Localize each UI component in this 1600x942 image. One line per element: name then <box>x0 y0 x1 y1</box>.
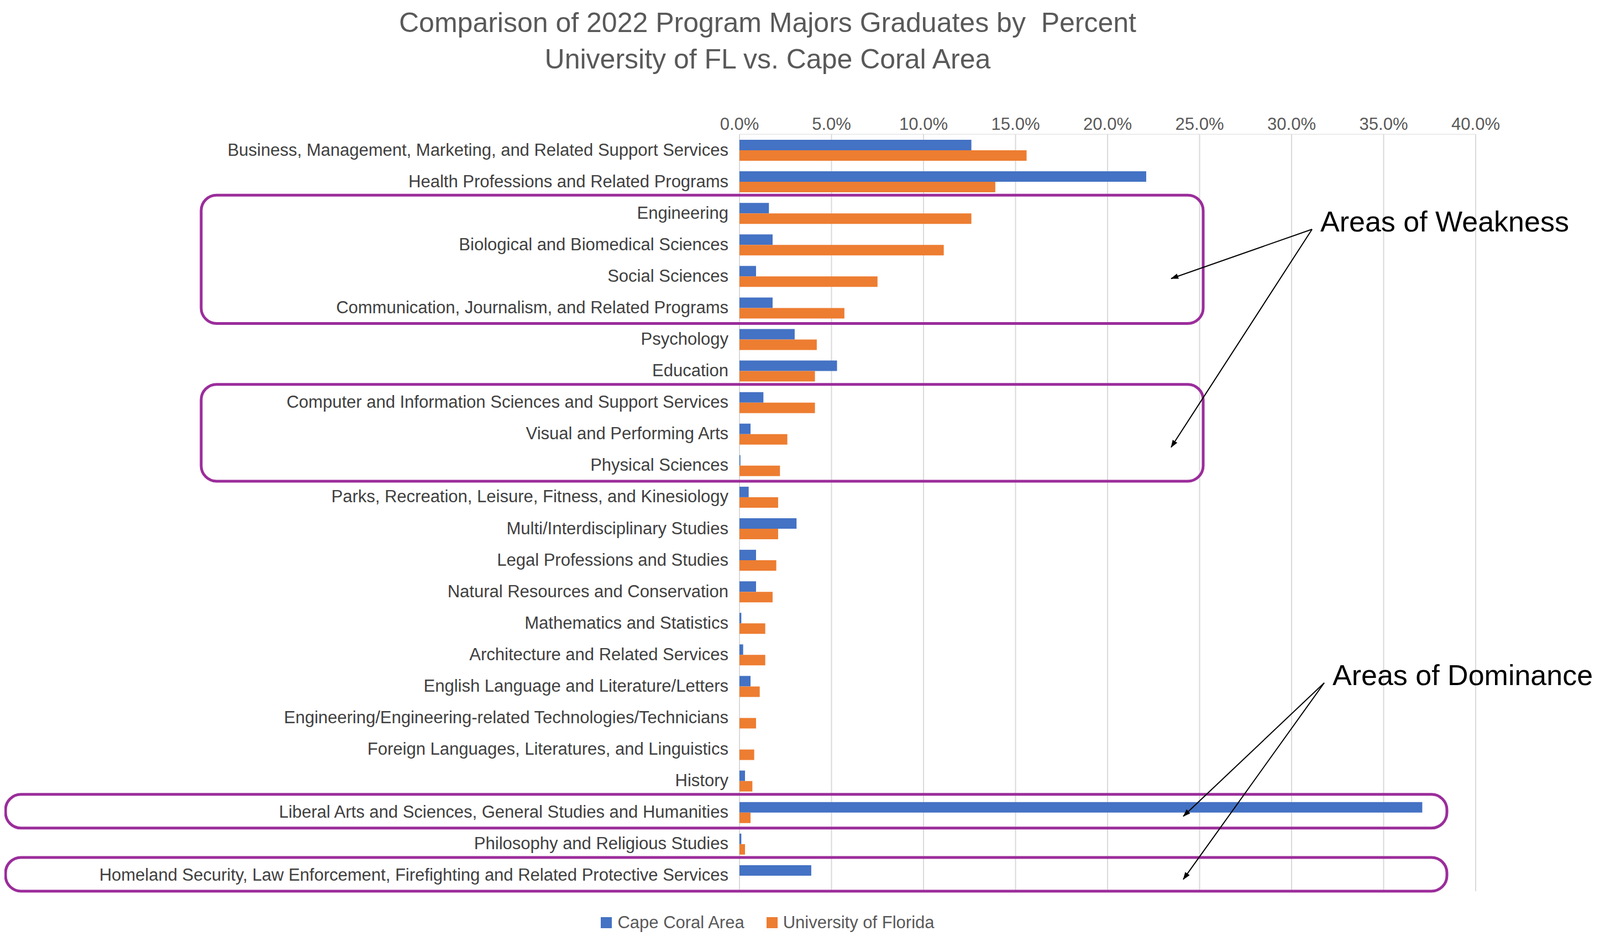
svg-text:Areas of Weakness: Areas of Weakness <box>1320 205 1570 238</box>
svg-text:40.0%: 40.0% <box>1451 114 1500 134</box>
svg-text:Engineering/Engineering-relate: Engineering/Engineering-related Technolo… <box>284 707 729 728</box>
svg-text:Liberal Arts and Sciences, Gen: Liberal Arts and Sciences, General Studi… <box>279 802 729 822</box>
svg-text:English Language and Literatur: English Language and Literature/Letters <box>423 676 729 696</box>
svg-text:Legal Professions and Studies: Legal Professions and Studies <box>496 550 729 570</box>
svg-text:Parks, Recreation, Leisure, Fi: Parks, Recreation, Leisure, Fitness, and… <box>331 486 729 507</box>
svg-text:Physical Sciences: Physical Sciences <box>590 455 729 475</box>
svg-text:20.0%: 20.0% <box>1083 114 1132 134</box>
html-text:Cape Coral Area: Cape Coral Area <box>617 913 745 933</box>
svg-text:Architecture and Related Servi: Architecture and Related Services <box>469 644 729 665</box>
svg-text:0.0%: 0.0% <box>720 114 760 134</box>
svg-text:Health Professions and Related: Health Professions and Related Programs <box>408 171 729 192</box>
svg-text:Natural Resources and Conserva: Natural Resources and Conservation <box>447 581 729 602</box>
svg-text:History: History <box>675 770 729 791</box>
svg-text:Psychology: Psychology <box>640 329 729 349</box>
svg-text:Education: Education <box>652 360 729 381</box>
svg-text:30.0%: 30.0% <box>1267 114 1316 134</box>
svg-text:Multi/Interdisciplinary Studie: Multi/Interdisciplinary Studies <box>506 518 729 539</box>
html-text:University of Florida: University of Florida <box>782 913 935 933</box>
svg-text:Homeland Security, Law Enforce: Homeland Security, Law Enforcement, Fire… <box>99 865 729 885</box>
svg-text:10.0%: 10.0% <box>899 114 948 134</box>
svg-text:Areas of Dominance: Areas of Dominance <box>1332 659 1593 692</box>
svg-text:Communication, Journalism, and: Communication, Journalism, and Related P… <box>336 297 729 318</box>
svg-text:Mathematics and Statistics: Mathematics and Statistics <box>524 613 729 633</box>
svg-text:Biological and Biomedical Scie: Biological and Biomedical Sciences <box>458 234 729 255</box>
html-text:University of FL vs. Cape Cora: University of FL vs. Cape Coral Area <box>544 43 991 75</box>
svg-text:Business, Management, Marketin: Business, Management, Marketing, and Rel… <box>227 140 729 160</box>
svg-text:Philosophy and Religious Studi: Philosophy and Religious Studies <box>474 833 729 854</box>
svg-text:35.0%: 35.0% <box>1359 114 1409 134</box>
svg-text:Social Sciences: Social Sciences <box>607 266 729 286</box>
svg-text:Engineering: Engineering <box>637 203 729 223</box>
svg-text:Visual and Performing Arts: Visual and Performing Arts <box>526 423 729 444</box>
svg-text:15.0%: 15.0% <box>991 114 1041 134</box>
svg-text:5.0%: 5.0% <box>811 114 852 134</box>
svg-text:Computer and Information Scien: Computer and Information Sciences and Su… <box>286 392 729 412</box>
svg-text:25.0%: 25.0% <box>1175 114 1225 134</box>
svg-text:Foreign Languages, Literatures: Foreign Languages, Literatures, and Ling… <box>367 739 729 759</box>
html-text:Comparison of 2022 Program Maj: Comparison of 2022 Program Majors Gradua… <box>399 7 1137 39</box>
